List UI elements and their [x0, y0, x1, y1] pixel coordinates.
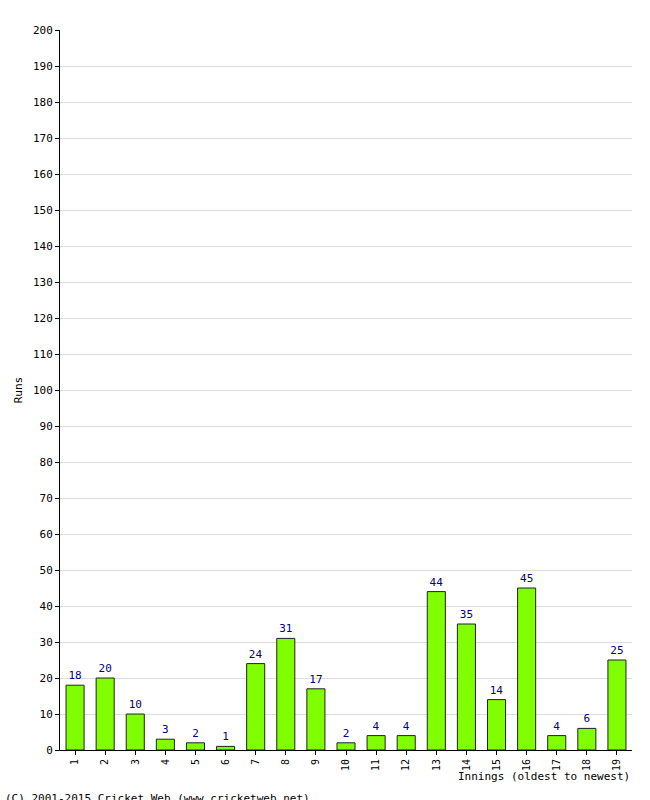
svg-text:9: 9 [310, 759, 321, 765]
svg-text:30: 30 [40, 636, 53, 649]
svg-text:4: 4 [160, 759, 171, 765]
svg-text:7: 7 [250, 759, 261, 765]
svg-text:10: 10 [129, 698, 142, 711]
svg-text:31: 31 [279, 622, 292, 635]
svg-text:3: 3 [162, 723, 169, 736]
svg-text:180: 180 [33, 96, 53, 109]
svg-text:10: 10 [340, 759, 351, 771]
svg-text:100: 100 [33, 384, 53, 397]
svg-text:2: 2 [192, 727, 199, 740]
svg-text:15: 15 [491, 759, 502, 771]
svg-text:12: 12 [400, 759, 411, 771]
svg-text:170: 170 [33, 132, 53, 145]
svg-text:150: 150 [33, 204, 53, 217]
svg-text:40: 40 [40, 600, 53, 613]
svg-text:3: 3 [130, 759, 141, 765]
svg-text:16: 16 [521, 759, 532, 771]
svg-text:8: 8 [280, 759, 291, 765]
svg-text:2: 2 [343, 727, 350, 740]
svg-text:4: 4 [403, 720, 410, 733]
svg-text:1: 1 [69, 759, 80, 765]
svg-text:Runs: Runs [12, 377, 25, 404]
svg-text:190: 190 [33, 60, 53, 73]
svg-text:17: 17 [551, 759, 562, 771]
svg-text:130: 130 [33, 276, 53, 289]
svg-text:25: 25 [610, 644, 623, 657]
svg-text:35: 35 [460, 608, 473, 621]
svg-text:0: 0 [46, 744, 53, 757]
svg-text:14: 14 [461, 759, 472, 771]
svg-text:14: 14 [490, 684, 504, 697]
svg-text:70: 70 [40, 492, 53, 505]
svg-text:90: 90 [40, 420, 53, 433]
svg-text:4: 4 [553, 720, 560, 733]
svg-text:6: 6 [584, 712, 591, 725]
svg-text:60: 60 [40, 528, 53, 541]
svg-text:18: 18 [581, 759, 592, 771]
svg-text:10: 10 [40, 708, 53, 721]
svg-text:110: 110 [33, 348, 53, 361]
svg-text:140: 140 [33, 240, 53, 253]
svg-text:20: 20 [40, 672, 53, 685]
svg-text:18: 18 [68, 669, 81, 682]
svg-text:Innings (oldest to newest): Innings (oldest to newest) [458, 770, 630, 783]
svg-text:19: 19 [611, 759, 622, 771]
svg-text:80: 80 [40, 456, 53, 469]
svg-text:1: 1 [222, 730, 229, 743]
svg-text:5: 5 [190, 759, 201, 765]
svg-text:11: 11 [370, 759, 381, 771]
svg-text:24: 24 [249, 648, 263, 661]
svg-text:160: 160 [33, 168, 53, 181]
svg-text:120: 120 [33, 312, 53, 325]
svg-text:2: 2 [99, 759, 110, 765]
svg-text:20: 20 [99, 662, 112, 675]
svg-text:50: 50 [40, 564, 53, 577]
svg-text:200: 200 [33, 24, 53, 37]
svg-text:13: 13 [431, 759, 442, 771]
svg-text:4: 4 [373, 720, 380, 733]
svg-text:17: 17 [309, 673, 322, 686]
svg-text:45: 45 [520, 572, 533, 585]
svg-text:(C) 2001-2015 Cricket Web (www: (C) 2001-2015 Cricket Web (www.cricketwe… [5, 792, 310, 800]
svg-text:6: 6 [220, 759, 231, 765]
svg-text:44: 44 [430, 576, 444, 589]
